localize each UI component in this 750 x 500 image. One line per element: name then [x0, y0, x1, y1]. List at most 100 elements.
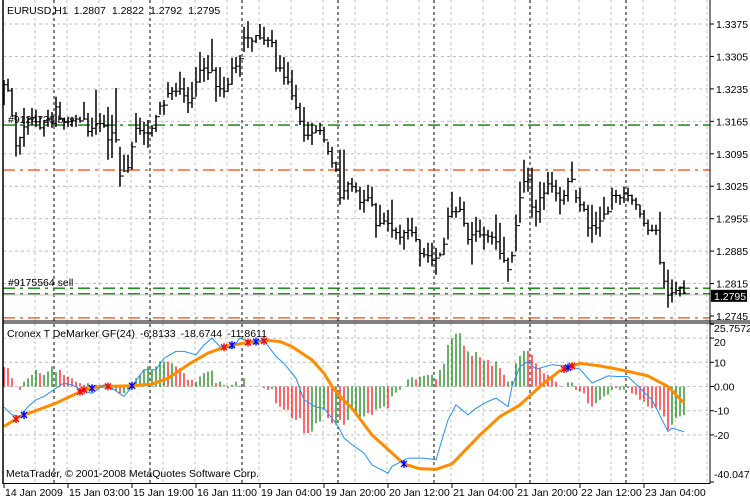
time-axis-label: 23 Jan 04:00: [645, 487, 706, 499]
ohlc-bar: [194, 67, 198, 99]
ohlc-bar: [154, 114, 158, 132]
ohlc-bar: [182, 77, 186, 103]
price-axis-label: 1.3375: [716, 19, 748, 31]
ohlc-bar: [662, 261, 666, 288]
ohlc-bar: [618, 194, 622, 205]
ohlc-bar: [6, 78, 10, 92]
ohlc-bar: [650, 224, 654, 232]
ohlc-bar: [398, 224, 402, 245]
ohlc-bar: [366, 184, 370, 202]
ohlc-bar: [70, 116, 74, 127]
cross-marker-icon: [568, 362, 576, 371]
ohlc-bar: [482, 226, 486, 250]
ohlc-bar: [62, 117, 66, 130]
ohlc-bar: [578, 187, 582, 212]
ohlc-bar: [318, 122, 322, 135]
ohlc-bar: [642, 209, 646, 227]
price-axis-label: 1.3165: [716, 116, 748, 128]
ohlc-bar: [190, 81, 194, 108]
indicator-axis-label: -10: [714, 406, 729, 418]
period-separators: [53, 0, 627, 483]
time-axis-label: 19 Jan 20:00: [325, 487, 386, 499]
ohlc-bar: [26, 116, 30, 135]
ohlc-bar: [118, 139, 122, 187]
ohlc-bar: [250, 37, 254, 52]
ohlc-bar: [46, 109, 50, 127]
price-axis-label: 1.2955: [716, 214, 748, 226]
current-price-label: 1.2795: [714, 291, 746, 303]
time-axis-label: 21 Jan 04:00: [453, 487, 514, 499]
ohlc-bar: [206, 55, 210, 81]
ohlc-bar: [502, 236, 506, 263]
ohlc-bar: [346, 181, 350, 200]
ohlc-bar: [546, 171, 550, 195]
price-axis-label: 1.3095: [716, 149, 748, 161]
ohlc-bar: [294, 84, 298, 110]
cross-marker-icon: [80, 385, 88, 394]
ohlc-bar: [150, 125, 154, 137]
ohlc-bar: [142, 121, 146, 145]
time-axis-label: 20 Jan 12:00: [389, 487, 450, 499]
price-bars: [3, 21, 686, 308]
cross-marker-icon: [104, 382, 112, 391]
ohlc-bar: [462, 201, 466, 227]
ohlc-bar: [146, 119, 150, 148]
ohlc-bar: [178, 71, 182, 95]
ohlc-bar: [494, 214, 498, 250]
price-axis-label: 1.3235: [716, 84, 748, 96]
ohlc-bar: [274, 39, 278, 72]
time-axis-label: 22 Jan 12:00: [581, 487, 642, 499]
ohlc-bar: [614, 189, 618, 203]
cross-marker-icon: [76, 387, 84, 396]
ohlc-bar: [278, 55, 282, 72]
ohlc-bar: [290, 69, 294, 101]
ohlc-bar: [678, 286, 682, 297]
ohlc-bar: [174, 82, 178, 97]
ohlc-bar: [90, 117, 94, 137]
price-axis-label: 1.2885: [716, 246, 748, 258]
ohlc-bar: [378, 204, 382, 227]
ohlc-bar: [518, 181, 522, 227]
indicator-value-signal: -6.8133: [140, 328, 176, 340]
ohlc-bar: [210, 38, 214, 74]
time-axis-label: 15 Jan 19:00: [133, 487, 194, 499]
ohlc-bar: [522, 159, 526, 199]
ohlc-bar: [22, 107, 26, 147]
ohlc-bar: [262, 26, 266, 45]
ohlc-bar: [646, 219, 650, 235]
indicator-axis-label: 0.00: [714, 382, 735, 394]
cross-marker-icon: [88, 384, 96, 393]
ohlc-bar: [666, 269, 670, 308]
ohlc-bar: [566, 177, 570, 202]
time-axis-label: 15 Jan 03:00: [69, 487, 130, 499]
ohlc-bar: [238, 55, 242, 77]
indicator-axis-label: 20: [714, 337, 726, 349]
ohlc-bar: [226, 77, 230, 92]
ohlc-bar: [170, 87, 174, 101]
ohlc-bar: [218, 67, 222, 97]
indicator-grid: [3, 323, 710, 483]
cross-marker-icon: [400, 459, 408, 468]
ohlc-bar: [590, 204, 594, 243]
ohlc-bar: [258, 24, 262, 40]
ohlc-bar: [358, 186, 362, 210]
ohlc-bar: [130, 141, 134, 170]
order-levels: #9124720 buy #9175564 sell: [3, 114, 710, 319]
ohlc-bar: [138, 117, 142, 135]
cross-marker-icon: [252, 337, 260, 346]
time-axis-label: 16 Jan 11:00: [197, 487, 257, 499]
ohlc-bar: [106, 106, 110, 160]
ohlc-bar: [222, 76, 226, 98]
ohlc-bar: [370, 186, 374, 207]
ohlc-bar: [474, 216, 478, 242]
ohlc-bar: [230, 57, 234, 85]
ohlc-bar: [438, 252, 442, 259]
ohlc-bar: [298, 102, 302, 126]
time-axis-label: 14 Jan 2009: [5, 487, 63, 499]
ohlc-bar: [658, 211, 662, 265]
ohlc-low: 1.2792: [150, 5, 182, 17]
ohlc-bar: [38, 116, 42, 130]
ohlc-bar: [122, 154, 126, 177]
ohlc-bar: [426, 242, 430, 263]
